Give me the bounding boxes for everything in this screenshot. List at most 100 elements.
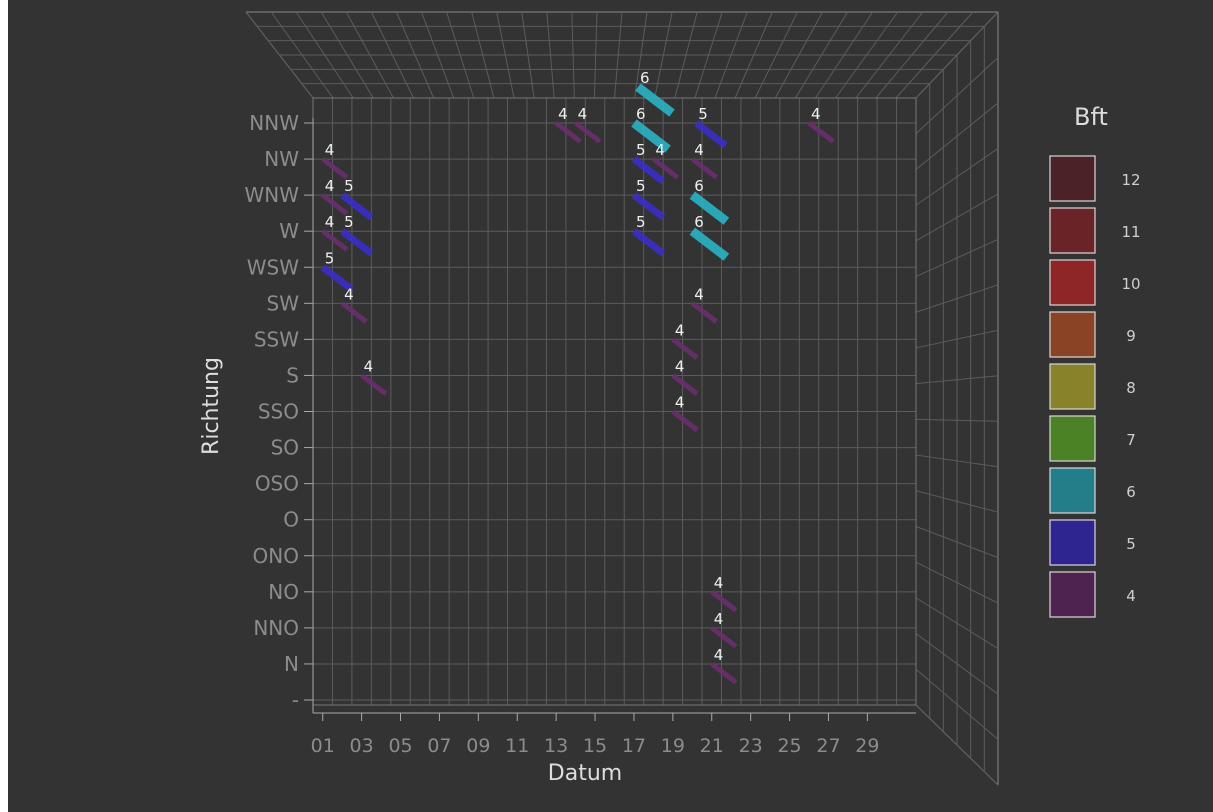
- bar-value-label: 4: [325, 141, 335, 159]
- y-tick-label: NO: [268, 580, 299, 604]
- legend-swatch: [1049, 259, 1096, 306]
- legend-label: 7: [1126, 431, 1136, 449]
- wind-bar: [340, 228, 374, 257]
- y-tick-label: NNW: [249, 111, 299, 135]
- bar-value-label: 4: [811, 105, 821, 123]
- wind-bar: [340, 301, 368, 324]
- y-tick-label: SSO: [258, 400, 299, 424]
- y-tick-label: NW: [264, 147, 299, 171]
- bar-value-label: 4: [578, 105, 588, 123]
- legend-label: 4: [1126, 587, 1136, 605]
- wind-bar: [321, 157, 349, 180]
- x-tick-label: 19: [661, 735, 685, 757]
- wind-bar: [694, 120, 728, 149]
- wind-bar: [671, 337, 699, 360]
- wind-direction-chart: Datum Richtung - N NNO NO ONO O OSO SO SSO S SSW SW…: [8, 0, 1213, 812]
- bar-value-label: 4: [364, 357, 374, 375]
- x-tick-label: 25: [777, 735, 801, 757]
- x-tick-label: 21: [700, 735, 724, 757]
- x-tick-label: 03: [350, 735, 374, 757]
- wind-bar: [671, 409, 699, 432]
- y-tick-label: WSW: [247, 255, 299, 279]
- bar-value-label: 5: [344, 177, 354, 195]
- bar-value-label: 4: [655, 141, 665, 159]
- wind-bar: [320, 264, 354, 293]
- legend-swatch: [1049, 311, 1096, 358]
- wind-bar: [635, 83, 675, 117]
- wind-bar: [321, 193, 349, 216]
- y-tick-label: O: [283, 508, 299, 532]
- legend-label: 9: [1126, 327, 1136, 345]
- bar-value-label: 4: [675, 357, 685, 375]
- legend-swatch: [1049, 415, 1096, 462]
- x-tick-label: 05: [388, 735, 412, 757]
- wind-bar: [671, 373, 699, 396]
- bar-value-label: 4: [694, 141, 704, 159]
- x-tick-label: 01: [311, 735, 335, 757]
- y-axis-label: Richtung: [199, 357, 224, 455]
- bar-value-label: 6: [636, 105, 646, 123]
- bar-value-label: 6: [640, 69, 650, 87]
- wind-bar: [631, 119, 671, 153]
- wind-bar: [690, 157, 719, 180]
- y-tick-label: OSO: [255, 472, 299, 496]
- wind-bar: [689, 191, 730, 225]
- y-tick-label: S: [286, 363, 299, 387]
- legend-label: 6: [1126, 483, 1136, 501]
- x-tick-label: 07: [427, 735, 451, 757]
- bar-value-label: 4: [325, 213, 335, 231]
- bar-value-label: 4: [675, 394, 685, 412]
- wind-bar: [710, 589, 738, 613]
- bar-value-label: 4: [714, 610, 724, 628]
- y-tick-label: NNO: [253, 616, 299, 640]
- legend-swatch: [1049, 519, 1096, 566]
- wind-bar: [631, 156, 666, 185]
- x-tick-label: 09: [466, 735, 490, 757]
- x-tick-label: 11: [505, 735, 529, 757]
- wind-bar: [690, 301, 719, 324]
- bar-value-label: 5: [636, 141, 646, 159]
- x-tick-label: 17: [622, 735, 646, 757]
- x-tick-label: 27: [816, 735, 840, 757]
- y-tick-label: N: [284, 652, 299, 676]
- legend: Bft 12 11 10 9 8 7 6 5 4: [1049, 103, 1141, 618]
- y-tick-label: WNW: [244, 183, 299, 207]
- bar-value-label: 4: [558, 105, 568, 123]
- y-tick-label: -: [292, 688, 299, 712]
- bar-value-label: 4: [714, 574, 724, 592]
- wind-bar: [574, 121, 602, 144]
- legend-label: 8: [1126, 379, 1136, 397]
- legend-label: 12: [1121, 171, 1140, 189]
- wind-bar: [689, 227, 730, 261]
- bar-value-label: 4: [694, 285, 704, 303]
- x-axis-label: Datum: [548, 761, 622, 786]
- legend-swatch: [1049, 155, 1096, 202]
- bar-value-label: 5: [636, 177, 646, 195]
- wind-bar: [710, 625, 738, 649]
- wind-bar: [631, 192, 666, 221]
- axis-layer: Datum Richtung - N NNO NO ONO O OSO SO SSO S SSW SW…: [199, 111, 916, 786]
- y-tick-label: ONO: [253, 544, 299, 568]
- legend-swatch: [1049, 207, 1096, 254]
- bar-value-label: 5: [344, 213, 354, 231]
- grid-layer: [245, 11, 999, 786]
- wind-bar: [360, 373, 388, 396]
- bar-value-label: 4: [675, 321, 685, 339]
- wind-bar: [554, 121, 582, 144]
- legend-title: Bft: [1074, 103, 1108, 131]
- x-tick-label: 13: [544, 735, 568, 757]
- legend-label: 10: [1121, 275, 1140, 293]
- legend-swatch: [1049, 363, 1096, 410]
- legend-label: 11: [1121, 223, 1140, 241]
- legend-swatch: [1049, 571, 1096, 618]
- wind-bar: [807, 121, 835, 144]
- y-tick-label: W: [279, 219, 299, 243]
- bar-value-label: 6: [694, 213, 704, 231]
- wind-bar: [321, 229, 349, 252]
- y-tick-label: SO: [271, 436, 299, 460]
- bar-value-label: 5: [325, 249, 335, 267]
- bar-value-label: 4: [344, 285, 354, 303]
- bar-value-label: 5: [698, 105, 708, 123]
- bar-value-label: 6: [694, 177, 704, 195]
